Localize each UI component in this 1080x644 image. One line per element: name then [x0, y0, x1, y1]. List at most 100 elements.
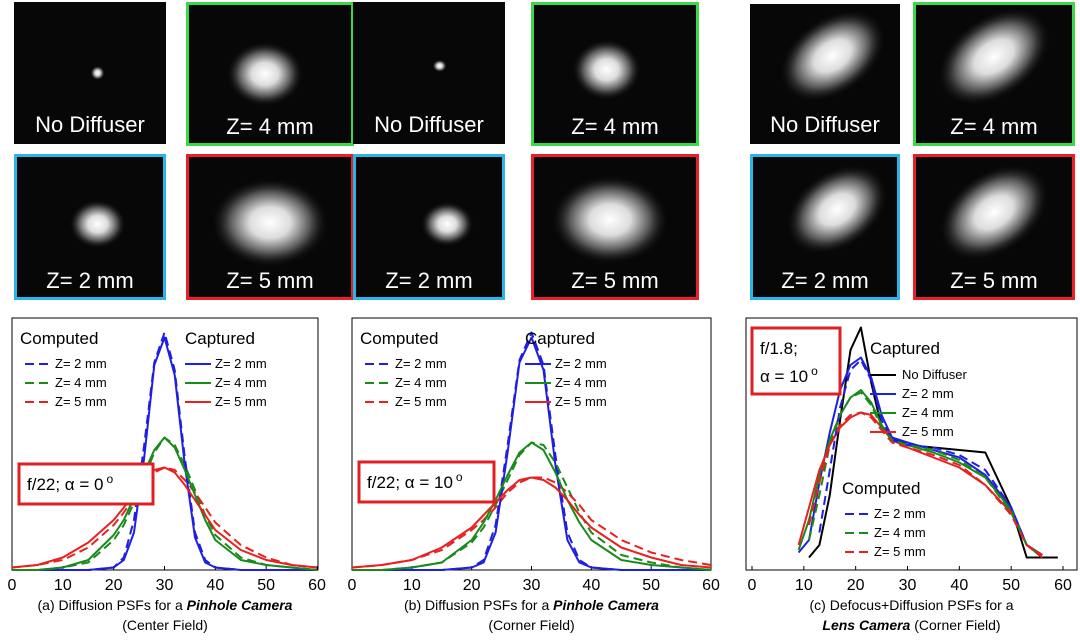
x-tick-label: 30 [523, 577, 541, 594]
annotation-text: f/22; α = 10 [367, 473, 453, 492]
x-tick-label: 40 [950, 577, 968, 594]
x-tick-label: 20 [463, 577, 481, 594]
x-tick-label: 30 [899, 577, 917, 594]
psf-image: Z= 5 mm [531, 154, 699, 300]
annotation-sup: o [456, 470, 463, 484]
legend-label: Z= 5 mm [55, 394, 107, 409]
image-label: Z= 2 mm [385, 268, 472, 293]
psf-spot [212, 178, 328, 267]
legend-title: Captured [525, 329, 595, 348]
legend-title: Captured [185, 329, 255, 348]
caption-part: (Center Field) [122, 617, 208, 633]
psf-image: Z= 4 mm [531, 2, 699, 146]
x-tick-label: 0 [8, 577, 17, 594]
legend-label: Z= 5 mm [395, 394, 447, 409]
image-label: Z= 2 mm [46, 268, 133, 293]
series-line [808, 411, 1043, 559]
image-label: Z= 5 mm [571, 268, 658, 293]
legend-label: Z= 4 mm [555, 375, 607, 390]
x-tick-label: 10 [795, 577, 813, 594]
caption-part: Pinhole Camera [553, 597, 659, 613]
psf-image: Z= 4 mm [186, 2, 354, 146]
series-line [352, 441, 712, 571]
psf-image: Z= 5 mm [913, 154, 1075, 300]
image-border [186, 154, 354, 300]
legend-label: Z= 2 mm [55, 356, 107, 371]
annotation-text: α = 10 [760, 367, 808, 386]
image-border [14, 154, 166, 300]
legend-label: Z= 5 mm [555, 394, 607, 409]
legend-title: Computed [360, 329, 438, 348]
psf-image: Z= 4 mm [913, 2, 1075, 146]
image-border [913, 154, 1075, 300]
image-label: Z= 5 mm [950, 268, 1037, 293]
chart: 0 10 20 30 40 50 60 Computed Z= 2 mm Z= 4 mm Z= 5 … [348, 317, 720, 633]
psf-image: No Diffuser [750, 4, 900, 144]
image-label: No Diffuser [374, 112, 484, 137]
image-label: Z= 4 mm [950, 114, 1037, 139]
psf-image: No Diffuser [353, 2, 505, 144]
plot-frame [351, 317, 712, 571]
legend-label: Z= 2 mm [874, 506, 926, 521]
psf-image: No Diffuser [14, 2, 166, 144]
psf-spot [551, 175, 668, 264]
caption-part: (b) Diffusion PSFs for a [404, 597, 553, 613]
psf-spot [572, 39, 641, 100]
legend-label: Z= 4 mm [215, 375, 267, 390]
annotation: f/1.8; [760, 339, 798, 358]
caption: (Center Field) [122, 617, 208, 633]
series-line [351, 476, 712, 569]
annotation-box [750, 326, 842, 396]
psf-spot [69, 200, 126, 249]
legend-label: Z= 5 mm [215, 394, 267, 409]
series-line [12, 336, 317, 571]
image-border [531, 2, 699, 146]
x-tick-label: 20 [847, 577, 865, 594]
image-label: No Diffuser [35, 112, 145, 137]
chart: 0 10 20 30 40 50 60 Computed Z= 2 mm Z= 4 mm Z= 5 … [8, 317, 326, 633]
image-border [531, 154, 699, 300]
image-label: Z= 4 mm [226, 114, 313, 139]
image-label: Z= 4 mm [571, 114, 658, 139]
image-background [353, 2, 505, 144]
legend-title: Captured [870, 339, 940, 358]
caption-part: (c) Defocus+Diffusion PSFs for a [810, 597, 1014, 613]
annotation-sup: o [106, 472, 113, 486]
x-tick-label: 30 [156, 577, 174, 594]
legend-label: Z= 2 mm [215, 356, 267, 371]
x-tick-label: 10 [403, 577, 421, 594]
psf-spot [786, 165, 888, 254]
legend-label: Z= 5 mm [902, 424, 954, 439]
caption: (b) Diffusion PSFs for a Pinhole Camera [404, 597, 659, 613]
annotation: α = 10 o [760, 364, 818, 386]
image-label: Z= 5 mm [226, 268, 313, 293]
legend-label: Z= 4 mm [874, 525, 926, 540]
annotation-text: f/1.8; [760, 339, 798, 358]
caption-part: (Corner Field) [488, 617, 574, 633]
legend-label: Z= 2 mm [902, 386, 954, 401]
image-background [14, 2, 166, 144]
x-tick-label: 40 [582, 577, 600, 594]
image-border [750, 154, 900, 300]
series-line [11, 466, 318, 569]
x-tick-label: 50 [1002, 577, 1020, 594]
x-tick-label: 0 [748, 577, 757, 594]
x-tick-label: 60 [1054, 577, 1072, 594]
image-label: Z= 2 mm [781, 268, 868, 293]
caption: (a) Diffusion PSFs for a Pinhole Camera [38, 597, 293, 613]
legend-label: Z= 2 mm [395, 356, 447, 371]
series-line [352, 336, 711, 571]
series-line [351, 476, 712, 569]
x-tick-label: 60 [308, 577, 326, 594]
psf-image: Z= 2 mm [353, 154, 505, 300]
legend-label: Z= 4 mm [55, 375, 107, 390]
series-line [808, 391, 1043, 559]
psf-spot [421, 202, 474, 247]
image-border [186, 2, 354, 146]
psf-spot [938, 8, 1050, 106]
image-border [353, 154, 505, 300]
x-tick-label: 10 [54, 577, 72, 594]
caption-part: Pinhole Camera [187, 597, 293, 613]
annotation-box [357, 460, 496, 504]
